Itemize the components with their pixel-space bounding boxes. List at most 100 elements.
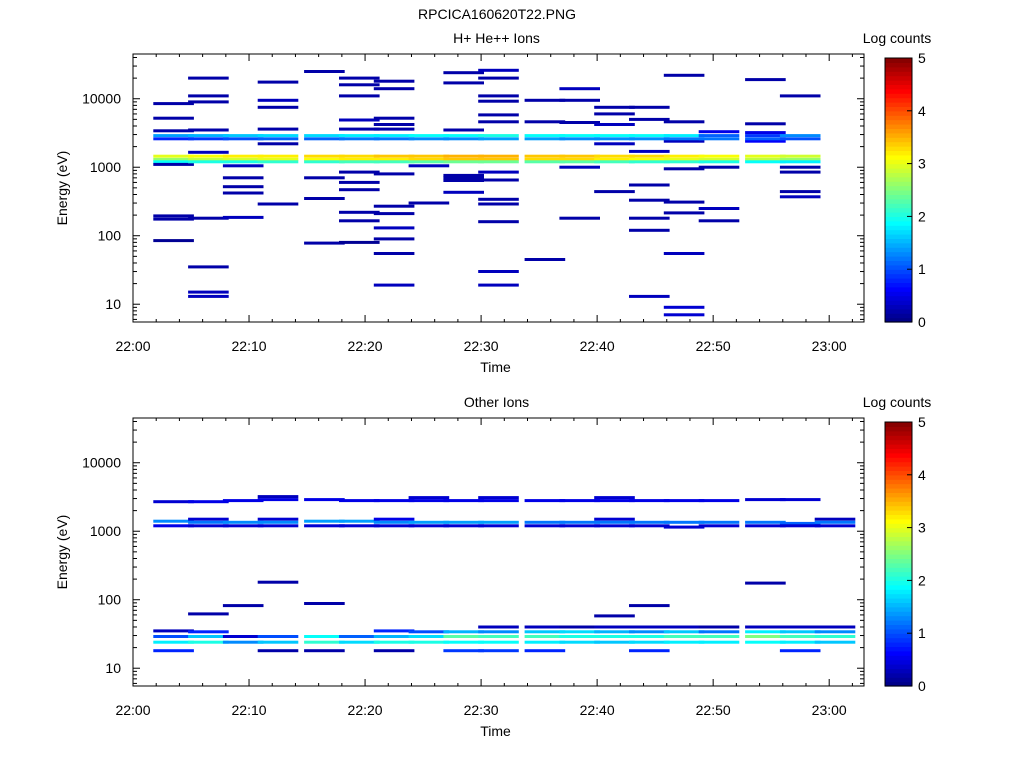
- heatmap-cell: [478, 625, 519, 629]
- heatmap-cell: [478, 94, 519, 98]
- heatmap-cell: [478, 68, 519, 72]
- heatmap-cell: [222, 524, 264, 528]
- colorbar-segment: [885, 474, 912, 480]
- heatmap-cell: [629, 154, 670, 158]
- heatmap-cell: [663, 640, 705, 644]
- colorbar-segment: [885, 620, 912, 625]
- heatmap-cell: [745, 524, 786, 528]
- spectrogram-panel: 22:00 22:10 22:20 22:30 22:40 22:50 23:00 Time 1…: [54, 394, 931, 739]
- heatmap-cell: [188, 128, 229, 132]
- colorbar-segment: [885, 154, 912, 160]
- heatmap-cell: [373, 649, 415, 653]
- heatmap-cell: [594, 625, 635, 629]
- colorbar-segment: [885, 106, 912, 112]
- heatmap-cell: [524, 134, 566, 138]
- colorbar-segment: [885, 216, 912, 222]
- colorbar-segment: [885, 628, 912, 634]
- heatmap-cell: [629, 117, 670, 121]
- colorbar-segment: [885, 251, 912, 257]
- heatmap-cell: [339, 219, 380, 223]
- colorbar-segment: [885, 220, 912, 226]
- colorbar-segment: [885, 286, 912, 292]
- heatmap-cell: [663, 630, 705, 634]
- heatmap-cell: [779, 170, 821, 174]
- heatmap-cell: [373, 160, 415, 164]
- x-tick-label: 22:10: [232, 702, 267, 718]
- colorbar-segment: [885, 672, 912, 678]
- heatmap-cell: [779, 195, 821, 199]
- colorbar-segment: [885, 664, 912, 669]
- heatmap-cell: [629, 157, 670, 161]
- colorbar-segment: [885, 659, 912, 665]
- colorbar-segment: [885, 172, 912, 178]
- colorbar-segment: [885, 102, 912, 107]
- heatmap-cell: [478, 499, 519, 503]
- heatmap-cell: [559, 625, 600, 629]
- heatmap-cell: [408, 520, 450, 524]
- colorbar-segment: [885, 483, 912, 489]
- heatmap-cell: [478, 202, 519, 206]
- heatmap-cell: [594, 157, 635, 161]
- colorbar-segment: [885, 313, 912, 319]
- colorbar-segment: [885, 273, 912, 279]
- heatmap-cell: [304, 524, 345, 528]
- heatmap-cell: [814, 635, 856, 638]
- heatmap-cell: [745, 137, 786, 141]
- heatmap-cell: [257, 640, 299, 644]
- heatmap-cell: [443, 134, 484, 138]
- heatmap-cell: [257, 498, 299, 502]
- y-axis-label: Energy (eV): [54, 151, 70, 226]
- heatmap-cell: [594, 630, 635, 634]
- heatmap-cell: [188, 635, 229, 638]
- heatmap-cell: [408, 524, 450, 528]
- heatmap-cell: [373, 640, 415, 644]
- heatmap-cell: [698, 160, 740, 164]
- heatmap-cell: [698, 207, 740, 210]
- heatmap-cell: [663, 137, 705, 141]
- heatmap-cell: [257, 520, 299, 524]
- y-tick-label: 10000: [82, 91, 121, 107]
- heatmap-cell: [594, 520, 635, 524]
- heatmap-cell: [745, 581, 786, 585]
- colorbar-segment: [885, 523, 912, 529]
- heatmap-cell: [524, 625, 566, 629]
- heatmap-cells: [153, 495, 856, 653]
- x-tick-label: 23:00: [812, 338, 847, 354]
- heatmap-cell: [408, 499, 450, 503]
- heatmap-cell: [304, 157, 345, 161]
- heatmap-cell: [629, 105, 670, 109]
- colorbar-segment: [885, 633, 912, 639]
- heatmap-cell: [408, 640, 450, 644]
- colorbar-segment: [885, 159, 912, 165]
- heatmap-cell: [698, 137, 740, 141]
- heatmap-cell: [153, 137, 194, 141]
- heatmap-cell: [188, 154, 229, 158]
- heatmap-cell: [478, 178, 519, 182]
- heatmap-cell: [339, 524, 380, 528]
- heatmap-cell: [745, 630, 786, 634]
- heatmap-cells: [153, 68, 821, 317]
- colorbar-segment: [885, 430, 912, 436]
- heatmap-cell: [339, 519, 380, 523]
- colorbar-segment: [885, 598, 912, 603]
- colorbar-segment: [885, 194, 912, 200]
- heatmap-cell: [524, 154, 566, 158]
- heatmap-cell: [339, 160, 380, 164]
- colorbar-segment: [885, 567, 912, 573]
- heatmap-cell: [779, 524, 821, 528]
- heatmap-cell: [339, 210, 380, 214]
- heatmap-cell: [745, 160, 786, 164]
- colorbar-tick-label: 0: [918, 678, 926, 694]
- heatmap-cell: [257, 160, 299, 164]
- heatmap-cell: [153, 160, 194, 164]
- heatmap-cell: [304, 241, 345, 245]
- heatmap-cell: [339, 127, 380, 131]
- heatmap-cell: [222, 191, 264, 195]
- heatmap-cell: [663, 139, 705, 143]
- heatmap-cell: [443, 630, 484, 634]
- heatmap-cell: [524, 120, 566, 124]
- heatmap-cell: [373, 157, 415, 161]
- heatmap-cell: [478, 649, 519, 653]
- heatmap-cell: [698, 524, 740, 528]
- colorbar-segment: [885, 282, 912, 288]
